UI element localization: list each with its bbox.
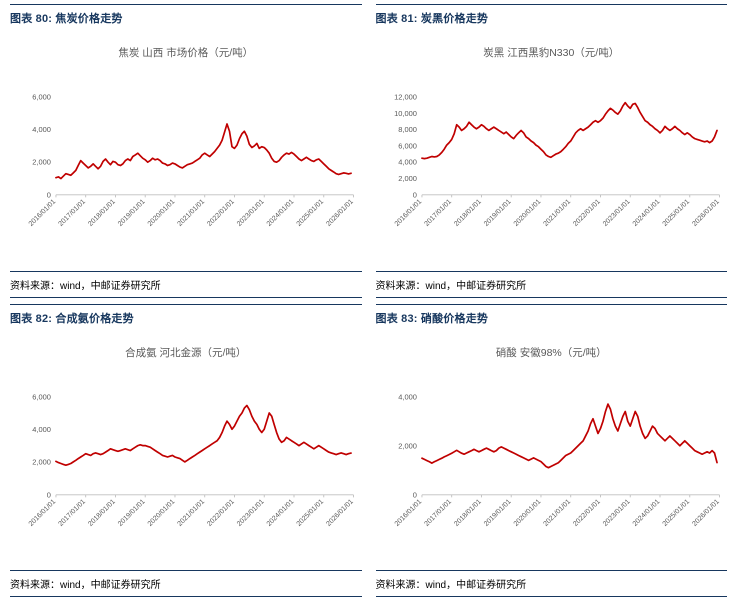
svg-text:2022/01/01: 2022/01/01 [572, 199, 602, 229]
svg-text:2018/01/01: 2018/01/01 [453, 199, 483, 229]
svg-text:2025/01/01: 2025/01/01 [296, 498, 326, 528]
panel-header-label: 图表 83: 硝酸价格走势 [375, 312, 489, 325]
svg-text:2016/01/01: 2016/01/01 [393, 199, 423, 229]
svg-text:2022/01/01: 2022/01/01 [572, 498, 602, 528]
svg-text:2016/01/01: 2016/01/01 [393, 498, 423, 528]
svg-text:2021/01/01: 2021/01/01 [542, 199, 572, 229]
svg-text:4,000: 4,000 [32, 425, 51, 434]
source-note: 资料来源：wind，中邮证券研究所 [10, 270, 362, 298]
svg-text:4,000: 4,000 [32, 125, 51, 134]
svg-text:2024/01/01: 2024/01/01 [266, 498, 296, 528]
svg-text:2022/01/01: 2022/01/01 [206, 199, 236, 229]
chart-panel-81: 图表 81: 炭黑价格走势 炭黑 江西黑豹N330（元/吨） 0 2,000 4,0… [375, 4, 728, 298]
line-chart-carbon-black: 0 2,000 4,000 6,000 8,000 10,000 12,000 2016/01… [376, 60, 728, 271]
svg-text:2017/01/01: 2017/01/01 [57, 498, 87, 528]
chart-title: 焦炭 山西 市场价格（元/吨） [118, 47, 254, 59]
panel-header-label: 图表 80: 焦炭价格走势 [10, 13, 123, 25]
svg-text:2021/01/01: 2021/01/01 [177, 498, 207, 528]
line-chart-nitric-acid: 0 2,000 4,000 2016/01/01 2017/01/01 2018/01/0… [376, 360, 728, 571]
svg-text:2018/01/01: 2018/01/01 [453, 498, 483, 528]
svg-text:2026/01/01: 2026/01/01 [691, 199, 721, 229]
svg-text:0: 0 [412, 191, 416, 200]
svg-text:0: 0 [412, 490, 416, 499]
svg-text:4,000: 4,000 [398, 392, 417, 401]
svg-text:12,000: 12,000 [394, 93, 417, 102]
svg-text:0: 0 [47, 490, 51, 499]
svg-text:0: 0 [47, 191, 51, 200]
svg-text:2020/01/01: 2020/01/01 [147, 498, 177, 528]
svg-text:2020/01/01: 2020/01/01 [147, 199, 177, 229]
svg-text:2023/01/01: 2023/01/01 [602, 498, 632, 528]
svg-text:2024/01/01: 2024/01/01 [266, 199, 296, 229]
svg-text:2026/01/01: 2026/01/01 [691, 498, 721, 528]
svg-text:2016/01/01: 2016/01/01 [28, 199, 58, 229]
svg-text:2026/01/01: 2026/01/01 [325, 498, 355, 528]
svg-text:2016/01/01: 2016/01/01 [28, 498, 58, 528]
svg-text:2019/01/01: 2019/01/01 [483, 498, 513, 528]
svg-text:2020/01/01: 2020/01/01 [512, 199, 542, 229]
panel-header-label: 图表 81: 炭黑价格走势 [375, 13, 489, 25]
chart-panel-83: 图表 83: 硝酸价格走势 硝酸 安徽98%（元/吨） 0 2,000 4,000 2… [375, 303, 728, 597]
source-note: 资料来源：wind，中邮证券研究所 [375, 570, 727, 597]
panel-header-label: 图表 82: 合成氨价格走势 [10, 312, 134, 325]
panel-header: 图表 81: 炭黑价格走势 [375, 4, 727, 29]
svg-text:2,000: 2,000 [398, 441, 417, 450]
panel-header: 图表 80: 焦炭价格走势 [10, 4, 362, 29]
chart-panel-82: 图表 82: 合成氨价格走势 合成氨 河北金源（元/吨） 0 2,000 4,000… [10, 303, 362, 597]
svg-text:2023/01/01: 2023/01/01 [236, 498, 266, 528]
svg-text:2025/01/01: 2025/01/01 [296, 199, 326, 229]
svg-text:2024/01/01: 2024/01/01 [631, 199, 661, 229]
svg-text:2019/01/01: 2019/01/01 [117, 498, 147, 528]
svg-text:2017/01/01: 2017/01/01 [423, 199, 453, 229]
svg-text:10,000: 10,000 [394, 109, 417, 118]
svg-text:2023/01/01: 2023/01/01 [236, 199, 266, 229]
svg-text:2018/01/01: 2018/01/01 [87, 498, 117, 528]
chart-title: 合成氨 河北金源（元/吨） [125, 346, 247, 359]
svg-text:2017/01/01: 2017/01/01 [57, 199, 87, 229]
svg-text:6,000: 6,000 [32, 93, 51, 102]
svg-text:6,000: 6,000 [32, 392, 51, 401]
svg-text:6,000: 6,000 [398, 142, 417, 151]
source-note: 资料来源：wind，中邮证券研究所 [375, 270, 727, 298]
svg-text:2,000: 2,000 [32, 158, 51, 167]
chart-title: 炭黑 江西黑豹N330（元/吨） [483, 47, 620, 59]
svg-text:2025/01/01: 2025/01/01 [661, 498, 691, 528]
line-chart-ammonia: 0 2,000 4,000 6,000 2016/01/01 2017/01/01 2018… [10, 360, 362, 571]
svg-text:2025/01/01: 2025/01/01 [661, 199, 691, 229]
svg-text:2026/01/01: 2026/01/01 [325, 199, 355, 229]
panel-header: 图表 83: 硝酸价格走势 [375, 303, 727, 329]
svg-text:2,000: 2,000 [32, 458, 51, 467]
svg-text:2021/01/01: 2021/01/01 [542, 498, 572, 528]
svg-text:4,000: 4,000 [398, 158, 417, 167]
line-chart-coke: 0 2,000 4,000 6,000 2016/01/01 2017/01/01 2018… [10, 60, 362, 271]
source-note: 资料来源：wind，中邮证券研究所 [10, 570, 362, 597]
svg-text:2024/01/01: 2024/01/01 [631, 498, 661, 528]
panel-header: 图表 82: 合成氨价格走势 [10, 303, 362, 329]
svg-text:2017/01/01: 2017/01/01 [423, 498, 453, 528]
svg-text:2021/01/01: 2021/01/01 [177, 199, 207, 229]
svg-text:2019/01/01: 2019/01/01 [483, 199, 513, 229]
svg-text:2018/01/01: 2018/01/01 [87, 199, 117, 229]
svg-text:2023/01/01: 2023/01/01 [602, 199, 632, 229]
chart-title: 硝酸 安徽98%（元/吨） [495, 346, 607, 359]
svg-text:8,000: 8,000 [398, 125, 417, 134]
svg-text:2,000: 2,000 [398, 174, 417, 183]
svg-text:2022/01/01: 2022/01/01 [206, 498, 236, 528]
svg-text:2019/01/01: 2019/01/01 [117, 199, 147, 229]
chart-panel-80: 图表 80: 焦炭价格走势 焦炭 山西 市场价格（元/吨） 0 2,000 4,00… [10, 4, 362, 298]
svg-text:2020/01/01: 2020/01/01 [512, 498, 542, 528]
